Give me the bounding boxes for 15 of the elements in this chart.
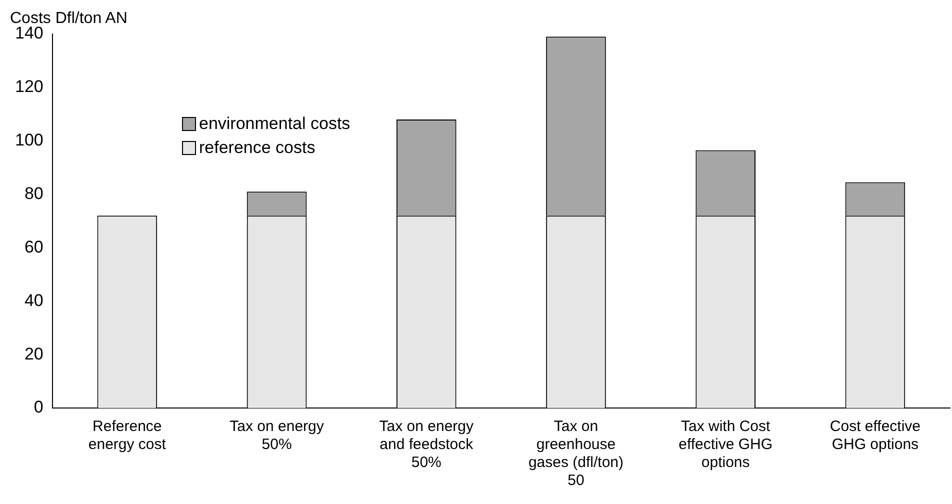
y-tick-label: 80 (24, 184, 44, 203)
y-tick-label: 120 (14, 77, 44, 96)
y-tick-label: 20 (24, 344, 44, 364)
x-tick-label: Tax on energy and feedstock 50% (379, 418, 474, 472)
y-tick-label: 60 (24, 237, 44, 256)
y-tick-label: 0 (34, 398, 44, 417)
legend-label: reference costs (199, 137, 316, 159)
legend-label: environmental costs (199, 113, 350, 135)
x-tick-label: Cost effective GHG options (830, 418, 920, 454)
y-tick-label: 100 (14, 130, 44, 150)
x-tick-label: Reference energy cost (88, 418, 167, 454)
x-tick-label: Tax on greenhouse gases (dfl/ton) 50 (528, 418, 624, 490)
x-tick-label: Tax on energy 50% (230, 418, 324, 454)
x-tick-label: Tax with Cost effective GHG options (678, 418, 773, 472)
y-tick-label: 40 (24, 290, 44, 310)
